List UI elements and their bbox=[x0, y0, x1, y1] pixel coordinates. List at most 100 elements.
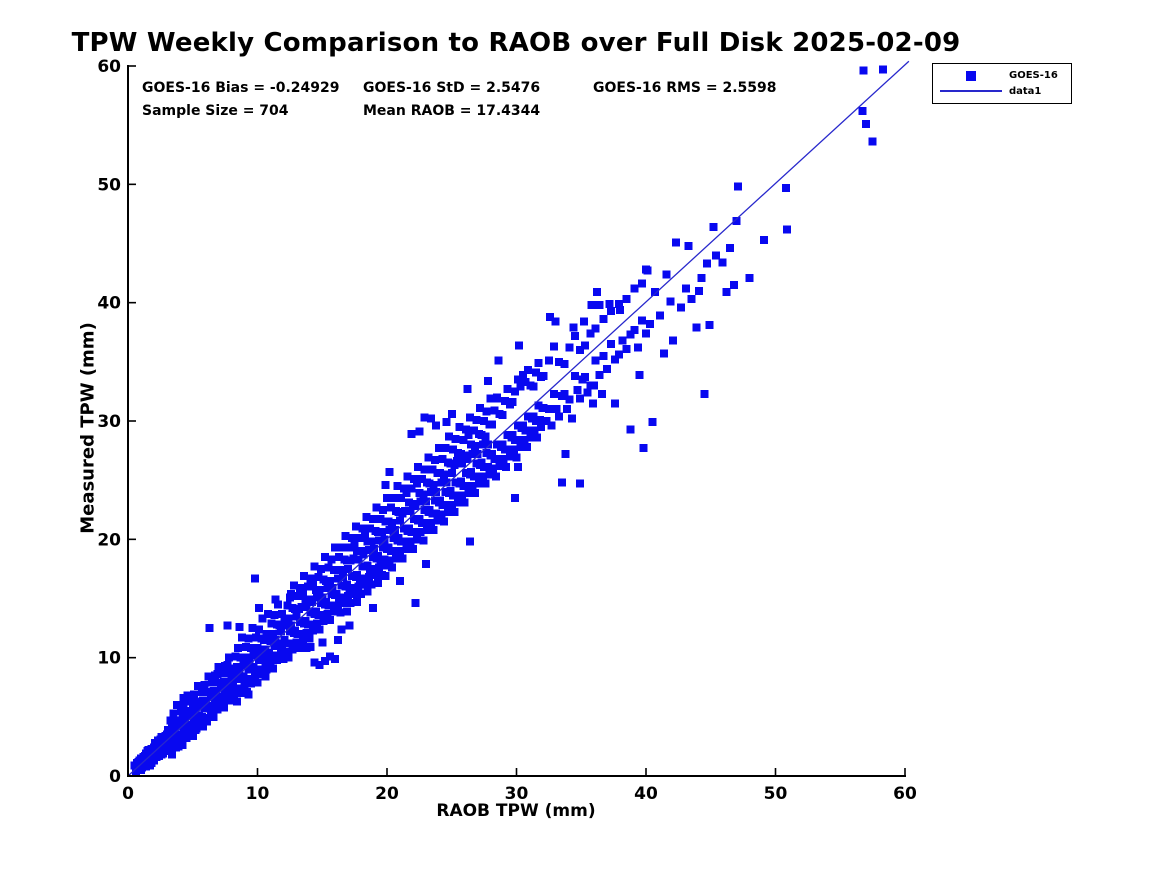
scatter-point bbox=[429, 480, 438, 489]
scatter-point bbox=[390, 525, 399, 534]
stat-rms: GOES-16 RMS = 2.5598 bbox=[593, 80, 777, 96]
scatter-point bbox=[227, 696, 236, 705]
scatter-point bbox=[859, 66, 868, 75]
scatter-point bbox=[733, 182, 742, 191]
scatter-point bbox=[362, 512, 371, 521]
scatter-point bbox=[442, 418, 451, 427]
scatter-point bbox=[270, 611, 279, 620]
scatter-point bbox=[537, 422, 546, 431]
scatter-point bbox=[656, 311, 665, 320]
scatter-point bbox=[271, 595, 280, 604]
scatter-point bbox=[398, 554, 407, 563]
scatter-point bbox=[581, 373, 590, 382]
scatter-point bbox=[622, 344, 631, 353]
scatter-point bbox=[626, 330, 635, 339]
scatter-point bbox=[499, 454, 508, 463]
scatter-point bbox=[437, 478, 446, 487]
scatter-point bbox=[465, 537, 474, 546]
scatter-point bbox=[563, 405, 571, 414]
scatter-point bbox=[345, 621, 354, 630]
scatter-point bbox=[455, 422, 464, 431]
scatter-point bbox=[418, 475, 426, 483]
scatter-point bbox=[682, 284, 691, 293]
scatter-point bbox=[199, 722, 208, 731]
legend-entry-goes16: GOES-16 bbox=[933, 70, 1071, 81]
scatter-point bbox=[282, 647, 290, 656]
scatter-point bbox=[539, 372, 548, 380]
scatter-point bbox=[607, 340, 615, 349]
x-tick-label: 30 bbox=[505, 784, 529, 804]
scatter-point bbox=[477, 458, 486, 467]
scatter-point bbox=[254, 625, 263, 634]
scatter-point bbox=[342, 607, 351, 616]
scatter-point bbox=[223, 660, 232, 669]
scatter-point bbox=[302, 628, 311, 637]
scatter-point bbox=[368, 604, 377, 612]
scatter-point bbox=[515, 435, 524, 444]
scatter-point bbox=[399, 484, 408, 493]
scatter-point bbox=[595, 301, 604, 309]
scatter-point bbox=[614, 299, 623, 308]
scatter-point bbox=[402, 489, 411, 498]
scatter-point bbox=[256, 665, 265, 674]
scatter-point bbox=[508, 398, 517, 407]
scatter-point bbox=[610, 355, 619, 364]
scatter-point bbox=[177, 706, 186, 715]
scatter-point bbox=[639, 444, 648, 453]
scatter-point bbox=[269, 630, 277, 638]
scatter-point bbox=[858, 107, 867, 115]
scatter-point bbox=[293, 592, 302, 601]
scatter-point bbox=[388, 563, 397, 572]
legend: GOES-16 data1 bbox=[932, 63, 1072, 104]
scatter-point bbox=[240, 682, 249, 691]
scatter-point bbox=[783, 225, 792, 234]
scatter-point bbox=[337, 543, 346, 552]
scatter-point bbox=[474, 479, 483, 488]
scatter-point bbox=[307, 620, 316, 629]
scatter-point bbox=[458, 459, 467, 468]
scatter-point bbox=[339, 593, 347, 602]
scatter-point bbox=[327, 555, 336, 564]
scatter-point bbox=[157, 750, 166, 759]
scatter-point bbox=[209, 710, 218, 719]
scatter-point bbox=[304, 582, 312, 591]
scatter-point bbox=[406, 537, 415, 546]
scatter-point bbox=[473, 472, 482, 481]
chart-title: TPW Weekly Comparison to RAOB over Full … bbox=[71, 28, 961, 58]
scatter-point bbox=[587, 301, 596, 309]
scatter-point bbox=[635, 370, 644, 379]
scatter-point bbox=[478, 440, 487, 449]
scatter-point bbox=[380, 535, 389, 544]
scatter-point bbox=[204, 672, 213, 681]
scatter-point bbox=[354, 582, 363, 591]
scatter-point bbox=[442, 478, 451, 487]
scatter-point bbox=[576, 479, 584, 488]
scatter-point bbox=[363, 587, 372, 596]
scatter-point bbox=[254, 604, 263, 612]
scatter-point bbox=[560, 360, 569, 369]
y-tick-label: 0 bbox=[109, 767, 121, 787]
scatter-point bbox=[610, 399, 619, 408]
scatter-point bbox=[463, 454, 472, 463]
scatter-point bbox=[494, 356, 503, 365]
scatter-point bbox=[244, 634, 253, 643]
scatter-point bbox=[421, 497, 430, 506]
scatter-point bbox=[323, 609, 332, 618]
scatter-point bbox=[481, 479, 490, 488]
scatter-point bbox=[234, 644, 243, 653]
scatter-point bbox=[642, 329, 650, 338]
scatter-point bbox=[326, 615, 334, 624]
scatter-point bbox=[388, 518, 397, 527]
scatter-point bbox=[272, 656, 281, 664]
scatter-point bbox=[190, 690, 198, 699]
scatter-point bbox=[452, 491, 461, 500]
scatter-point bbox=[287, 589, 296, 598]
scatter-point bbox=[568, 414, 577, 423]
scatter-point bbox=[390, 547, 399, 556]
scatter-point bbox=[868, 137, 877, 146]
scatter-point bbox=[271, 651, 280, 660]
stat-bias: GOES-16 Bias = -0.24929 bbox=[142, 80, 340, 96]
scatter-point bbox=[407, 430, 416, 438]
scatter-point bbox=[605, 299, 614, 308]
scatter-point bbox=[692, 323, 701, 332]
